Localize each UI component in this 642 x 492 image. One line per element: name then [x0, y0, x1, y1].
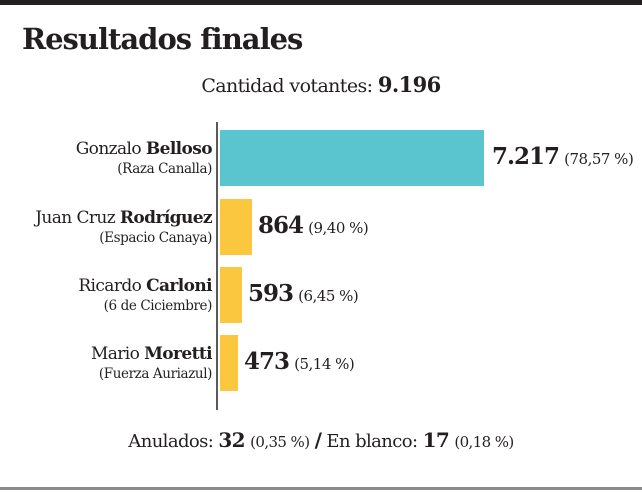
candidate-percent: (5,14 %) [294, 355, 355, 373]
blank-label: En blanco: [326, 431, 418, 452]
chart-title: Resultados finales [22, 22, 303, 56]
candidate-bar [220, 335, 238, 391]
candidate-percent: (9,40 %) [308, 219, 369, 237]
voter-count-label: Cantidad votantes: [201, 75, 373, 97]
candidate-percent: (78,57 %) [564, 150, 634, 168]
candidate-votes: 864 [258, 212, 304, 239]
chart-axis [216, 122, 218, 410]
annulled-label: Anulados: [128, 431, 214, 452]
candidate-row: Ricardo Carloni (6 de Ciciembre) 593 (6,… [0, 267, 642, 323]
voter-count: Cantidad votantes: 9.196 [0, 72, 642, 97]
separator: / [314, 428, 322, 452]
candidate-result: 864 (9,40 %) [258, 212, 369, 239]
candidate-last-name: Carloni [146, 276, 213, 296]
candidate-first-name: Mario [90, 344, 140, 364]
candidate-votes: 7.217 [492, 143, 560, 170]
candidate-result: 473 (5,14 %) [244, 348, 355, 375]
candidate-first-name: Gonzalo [75, 139, 142, 159]
candidate-first-name: Juan Cruz [35, 208, 116, 228]
candidate-row: Juan Cruz Rodríguez (Espacio Canaya) 864… [0, 199, 642, 255]
top-rule [0, 0, 642, 5]
candidate-bar [220, 130, 484, 186]
annulled-value: 32 [218, 428, 245, 452]
candidate-label: Juan Cruz Rodríguez (Espacio Canaya) [35, 199, 212, 247]
blank-value: 17 [422, 428, 450, 452]
candidate-percent: (6,45 %) [298, 287, 359, 305]
candidate-label: Gonzalo Belloso (Raza Canalla) [75, 130, 213, 178]
candidate-votes: 473 [244, 348, 290, 375]
annulled-percent: (0,35 %) [250, 433, 310, 451]
candidate-row: Mario Moretti (Fuerza Auriazul) 473 (5,1… [0, 335, 642, 391]
candidate-last-name: Rodríguez [119, 208, 213, 228]
candidate-party: (Raza Canalla) [117, 161, 212, 177]
candidate-party: (Fuerza Auriazul) [98, 366, 212, 382]
candidate-votes: 593 [248, 280, 294, 307]
candidate-result: 593 (6,45 %) [248, 280, 359, 307]
candidate-first-name: Ricardo [78, 276, 142, 296]
candidate-last-name: Belloso [145, 139, 213, 159]
candidate-bar [220, 267, 242, 323]
candidate-label: Mario Moretti (Fuerza Auriazul) [90, 335, 213, 383]
candidate-result: 7.217 (78,57 %) [492, 143, 634, 170]
candidate-row: Gonzalo Belloso (Raza Canalla) 7.217 (78… [0, 130, 642, 186]
footer-summary: Anulados: 32 (0,35 %) / En blanco: 17 (0… [0, 428, 642, 452]
voter-count-value: 9.196 [377, 72, 441, 97]
candidate-party: (Espacio Canaya) [99, 230, 212, 246]
candidate-bar [220, 199, 252, 255]
bottom-rule [0, 487, 642, 490]
blank-percent: (0,18 %) [454, 433, 514, 451]
candidate-label: Ricardo Carloni (6 de Ciciembre) [78, 267, 212, 315]
candidate-last-name: Moretti [144, 344, 213, 364]
candidate-party: (6 de Ciciembre) [103, 298, 213, 314]
